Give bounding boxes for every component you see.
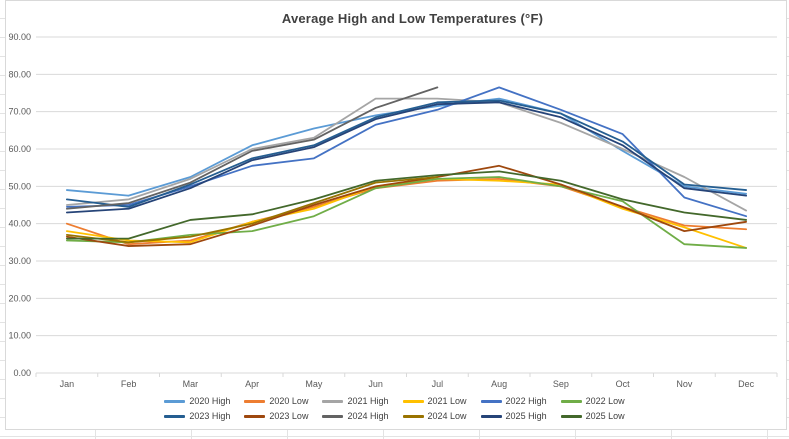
x-axis-tick-label: Jan (60, 379, 75, 389)
legend-item-2024-low[interactable]: 2024 Low (402, 411, 467, 421)
series-line-2025-low[interactable] (65, 170, 748, 240)
legend-line-swatch (560, 414, 582, 418)
series-line-2022-low[interactable] (65, 176, 748, 249)
x-axis-tick-label: Feb (121, 379, 137, 389)
legend-item-2025-high[interactable]: 2025 High (480, 411, 547, 421)
x-axis-tick-label: Nov (676, 379, 693, 389)
y-axis-tick-label: 40.00 (8, 219, 31, 229)
series-line-2020-high[interactable] (65, 97, 748, 197)
legend-item-2022-high[interactable]: 2022 High (480, 396, 547, 406)
legend-label: 2025 High (505, 411, 547, 421)
legend-label: 2024 High (347, 411, 389, 421)
legend-item-2025-low[interactable]: 2025 Low (560, 411, 625, 421)
x-axis-tick-label: Jul (432, 379, 444, 389)
x-axis-tick-label: Apr (245, 379, 259, 389)
y-axis-tick-label: 80.00 (8, 69, 31, 79)
legend-label: 2023 Low (269, 411, 309, 421)
legend-label: 2021 Low (427, 396, 467, 406)
chart-object[interactable]: Average High and Low Temperatures (°F) (5, 0, 787, 430)
legend-row: 2020 High 2020 Low 2021 High 2021 Low 2022 H… (164, 396, 625, 406)
x-axis-tick-label: Oct (616, 379, 631, 389)
legend-label: 2025 Low (585, 411, 625, 421)
legend-item-2021-low[interactable]: 2021 Low (402, 396, 467, 406)
legend-line-swatch (560, 399, 582, 403)
legend-item-2022-low[interactable]: 2022 Low (560, 396, 625, 406)
legend-label: 2020 Low (269, 396, 309, 406)
y-axis-tick-label: 10.00 (8, 331, 31, 341)
legend-item-2020-low[interactable]: 2020 Low (244, 396, 308, 406)
series-line-2023-low[interactable] (65, 164, 748, 247)
legend-line-swatch (244, 414, 266, 418)
y-axis-tick-label: 70.00 (8, 107, 31, 117)
legend-line-swatch (164, 399, 186, 403)
x-axis-tick-label: Mar (183, 379, 199, 389)
legend-item-2020-high[interactable]: 2020 High (164, 396, 230, 406)
x-axis-tick-label: Sep (553, 379, 569, 389)
y-axis-tick-label: 90.00 (8, 32, 31, 42)
x-axis-tick-label: Jun (368, 379, 383, 389)
legend-line-swatch (322, 414, 344, 418)
legend-item-2024-high[interactable]: 2024 High (322, 411, 389, 421)
legend-label: 2022 Low (585, 396, 625, 406)
y-axis-tick-label: 30.00 (8, 256, 31, 266)
chart-legend: 2020 High 2020 Low 2021 High 2021 Low 2022 H… (0, 396, 789, 421)
legend-item-2021-high[interactable]: 2021 High (322, 396, 389, 406)
series-line-2024-high[interactable] (65, 86, 439, 210)
y-axis-tick-label: 60.00 (8, 144, 31, 154)
legend-label: 2021 High (347, 396, 389, 406)
y-axis-tick-label: 50.00 (8, 181, 31, 191)
legend-label: 2020 High (189, 396, 231, 406)
legend-row: 2023 High 2023 Low 2024 High 2024 Low 2025 H… (164, 411, 625, 421)
legend-line-swatch (402, 399, 424, 403)
legend-item-2023-low[interactable]: 2023 Low (244, 411, 308, 421)
x-axis-tick-label: Dec (738, 379, 755, 389)
legend-line-swatch (480, 399, 502, 403)
series-line-2025-high[interactable] (65, 101, 748, 214)
legend-label: 2023 High (189, 411, 231, 421)
x-axis-tick-label: May (305, 379, 323, 389)
legend-item-2023-high[interactable]: 2023 High (164, 411, 230, 421)
x-axis-tick-label: Aug (491, 379, 507, 389)
y-axis-tick-label: 0.00 (13, 368, 31, 378)
legend-line-swatch (244, 399, 266, 403)
series-line-2020-low[interactable] (65, 177, 748, 246)
legend-label: 2022 High (505, 396, 547, 406)
legend-line-swatch (322, 399, 344, 403)
chart-title: Average High and Low Temperatures (°F) (281, 11, 544, 26)
legend-line-swatch (402, 414, 424, 418)
series-line-2023-high[interactable] (65, 99, 748, 208)
legend-line-swatch (164, 414, 186, 418)
y-axis-tick-label: 20.00 (8, 293, 31, 303)
legend-line-swatch (480, 414, 502, 418)
series-line-2022-high[interactable] (65, 86, 748, 218)
legend-label: 2024 Low (427, 411, 467, 421)
series-line-2024-low[interactable] (65, 176, 439, 244)
